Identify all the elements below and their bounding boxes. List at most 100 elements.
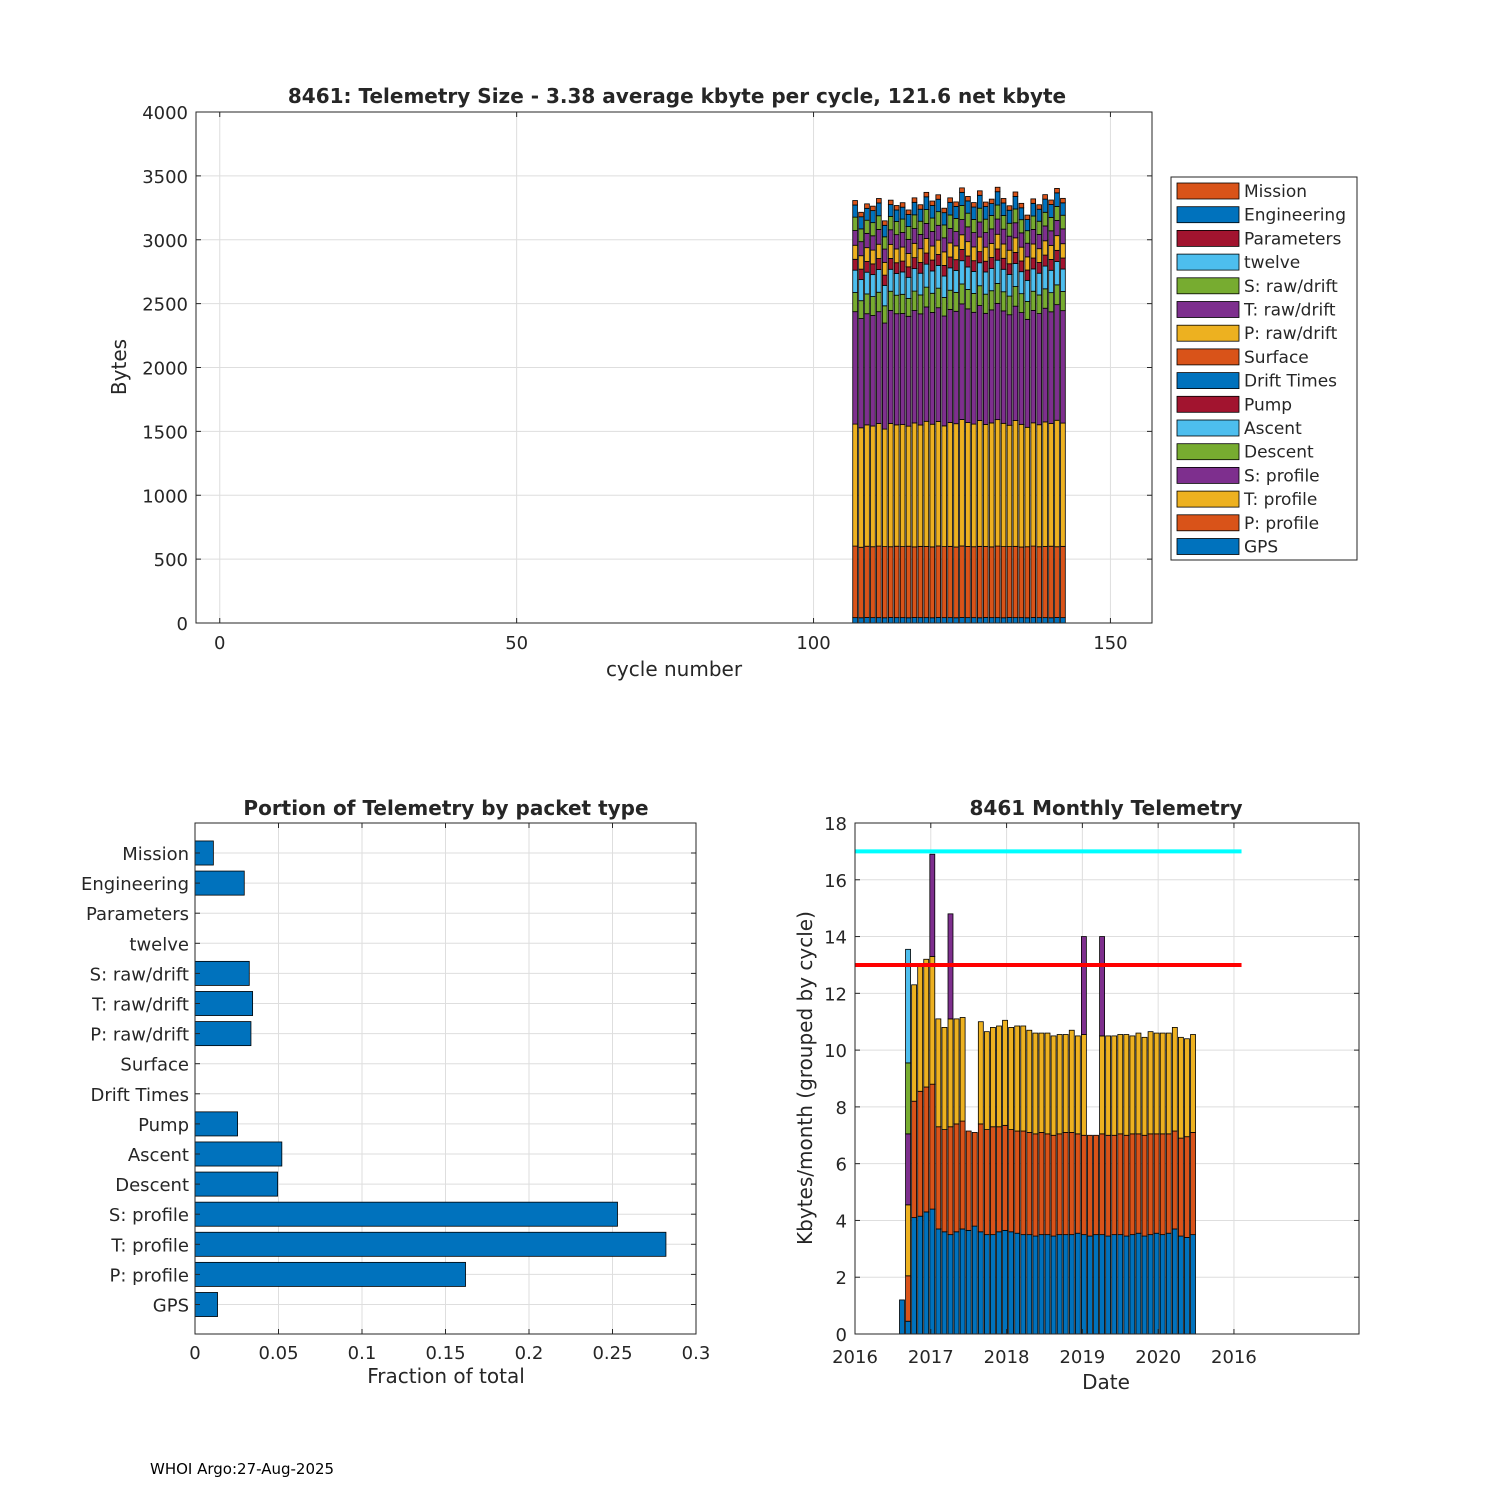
bar-segment-ascent xyxy=(876,269,882,293)
bar-segment-t-profile xyxy=(887,423,894,548)
bar-segment-t-raw-drift xyxy=(858,241,864,257)
bar-segment-t-profile xyxy=(917,424,924,547)
x-tick-label: 0 xyxy=(189,1343,200,1364)
bar-segment-t-profile xyxy=(852,423,858,547)
monthly-bar-segment xyxy=(1020,1234,1027,1335)
bar-segment-engineering xyxy=(935,198,942,213)
bar-segment-mission xyxy=(1018,202,1025,209)
bar-segment-s-profile xyxy=(982,312,989,425)
x-tick-label: 2016 xyxy=(1211,1347,1257,1368)
bar-segment-p-raw-drift xyxy=(1030,243,1037,259)
monthly-bar-segment xyxy=(1171,1027,1178,1132)
bar-segment-gps xyxy=(917,617,924,624)
bar-segment-descent xyxy=(988,290,995,311)
monthly-bar-segment xyxy=(905,1204,911,1277)
bar-segment-t-profile xyxy=(959,419,965,547)
monthly-bar-segment xyxy=(1178,1036,1184,1139)
bar-segment-engineering xyxy=(1000,202,1007,216)
bar-segment-engineering xyxy=(1042,198,1048,213)
bar-segment-pump xyxy=(947,256,953,269)
bar-segment-engineering xyxy=(929,205,936,219)
bar-segment-mission xyxy=(1060,197,1066,204)
bar-segment-t-raw-drift xyxy=(899,232,906,248)
bar-segment-p-raw-drift xyxy=(858,255,864,270)
monthly-bar-segment xyxy=(965,1130,972,1231)
packet-portion-xlabel: Fraction of total xyxy=(367,1364,525,1388)
bar-segment-p-raw-drift xyxy=(887,243,894,259)
bar-segment-engineering xyxy=(965,200,971,214)
x-tick-label: 0.2 xyxy=(515,1343,544,1364)
bar-segment-p-raw-drift xyxy=(947,242,953,258)
bar-segment-p-raw-drift xyxy=(905,253,912,268)
bar-segment-t-raw-drift xyxy=(1030,229,1037,245)
bar-segment-engineering xyxy=(1024,219,1031,232)
bar-segment-engineering xyxy=(953,206,959,219)
bar-segment-s-raw-drift xyxy=(923,209,930,224)
y-tick-label: 1000 xyxy=(142,486,188,507)
bar-segment-gps xyxy=(876,617,882,624)
bar-segment-pump xyxy=(882,274,888,286)
legend-label: Descent xyxy=(1244,443,1314,463)
monthly-bar-segment xyxy=(1123,1235,1130,1335)
bar-segment-ascent xyxy=(965,266,971,290)
monthly-bar-segment xyxy=(1080,1134,1087,1236)
monthly-bar-segment xyxy=(1026,1132,1033,1236)
bar-segment-s-profile xyxy=(1036,313,1042,426)
monthly-bar-segment xyxy=(935,1228,942,1335)
bar-segment-gps xyxy=(953,617,959,624)
bar-segment-engineering xyxy=(1054,192,1060,207)
bar-segment-t-raw-drift xyxy=(911,228,918,244)
legend-label: Parameters xyxy=(1244,229,1341,249)
bar-segment-pump xyxy=(858,268,864,281)
bar-segment-s-profile xyxy=(929,312,936,425)
bar-segment-s-raw-drift xyxy=(905,226,912,240)
monthly-bar-segment xyxy=(917,963,924,1092)
monthly-bar-segment xyxy=(1171,1130,1178,1230)
bar-segment-engineering xyxy=(858,216,864,230)
bar-segment-s-raw-drift xyxy=(929,217,936,232)
y-tick-label: 8 xyxy=(836,1098,847,1119)
monthly-bar-segment xyxy=(971,1132,978,1227)
bar-segment-t-profile xyxy=(1060,422,1066,547)
monthly-bar-segment xyxy=(1141,1134,1148,1237)
bar-s-profile xyxy=(194,1201,618,1227)
bar-segment-s-raw-drift xyxy=(994,204,1001,220)
bar-segment-p-raw-drift xyxy=(982,246,989,262)
bar-segment-s-profile xyxy=(935,307,942,422)
bar-segment-descent xyxy=(864,293,870,315)
bar-segment-gps xyxy=(1024,617,1031,624)
bar-segment-engineering xyxy=(864,207,870,221)
monthly-bar-segment xyxy=(1123,1134,1130,1237)
bar-segment-t-profile xyxy=(876,423,882,547)
bar-segment-s-raw-drift xyxy=(870,222,876,237)
category-label: Surface xyxy=(120,1055,189,1076)
bar-segment-s-profile xyxy=(1024,318,1031,428)
x-tick-label: 150 xyxy=(1093,633,1127,654)
bar-segment-pump xyxy=(864,261,870,273)
bar-segment-t-raw-drift xyxy=(1006,235,1013,251)
monthly-bar-segment xyxy=(905,1320,911,1335)
legend-swatch xyxy=(1176,514,1240,532)
bar-segment-ascent xyxy=(971,271,977,294)
bar-segment-gps xyxy=(899,617,906,624)
category-label: S: raw/drift xyxy=(90,964,189,985)
bar-segment-p-raw-drift xyxy=(941,251,947,266)
category-label: Ascent xyxy=(128,1145,189,1166)
bar-segment-pump xyxy=(1006,263,1013,275)
bar-segment-gps xyxy=(988,617,995,624)
bar-segment-mission xyxy=(876,198,882,204)
bar-segment-pump xyxy=(852,258,858,271)
monthly-telemetry-axes-box xyxy=(854,822,1360,1335)
monthly-bar-segment xyxy=(905,1275,911,1322)
bar-segment-t-raw-drift xyxy=(935,224,942,241)
bar-segment-ascent xyxy=(1048,269,1054,294)
bar-segment-ascent xyxy=(893,273,900,296)
monthly-bar-segment xyxy=(983,1031,990,1130)
bar-segment-p-profile xyxy=(1042,546,1048,619)
bar-segment-descent xyxy=(917,294,924,315)
bar-segment-p-profile xyxy=(977,545,983,619)
legend-swatch xyxy=(1176,372,1240,390)
monthly-bar-segment xyxy=(923,1211,930,1335)
monthly-bar-segment xyxy=(905,948,911,1064)
bar-segment-t-profile xyxy=(1048,423,1054,547)
